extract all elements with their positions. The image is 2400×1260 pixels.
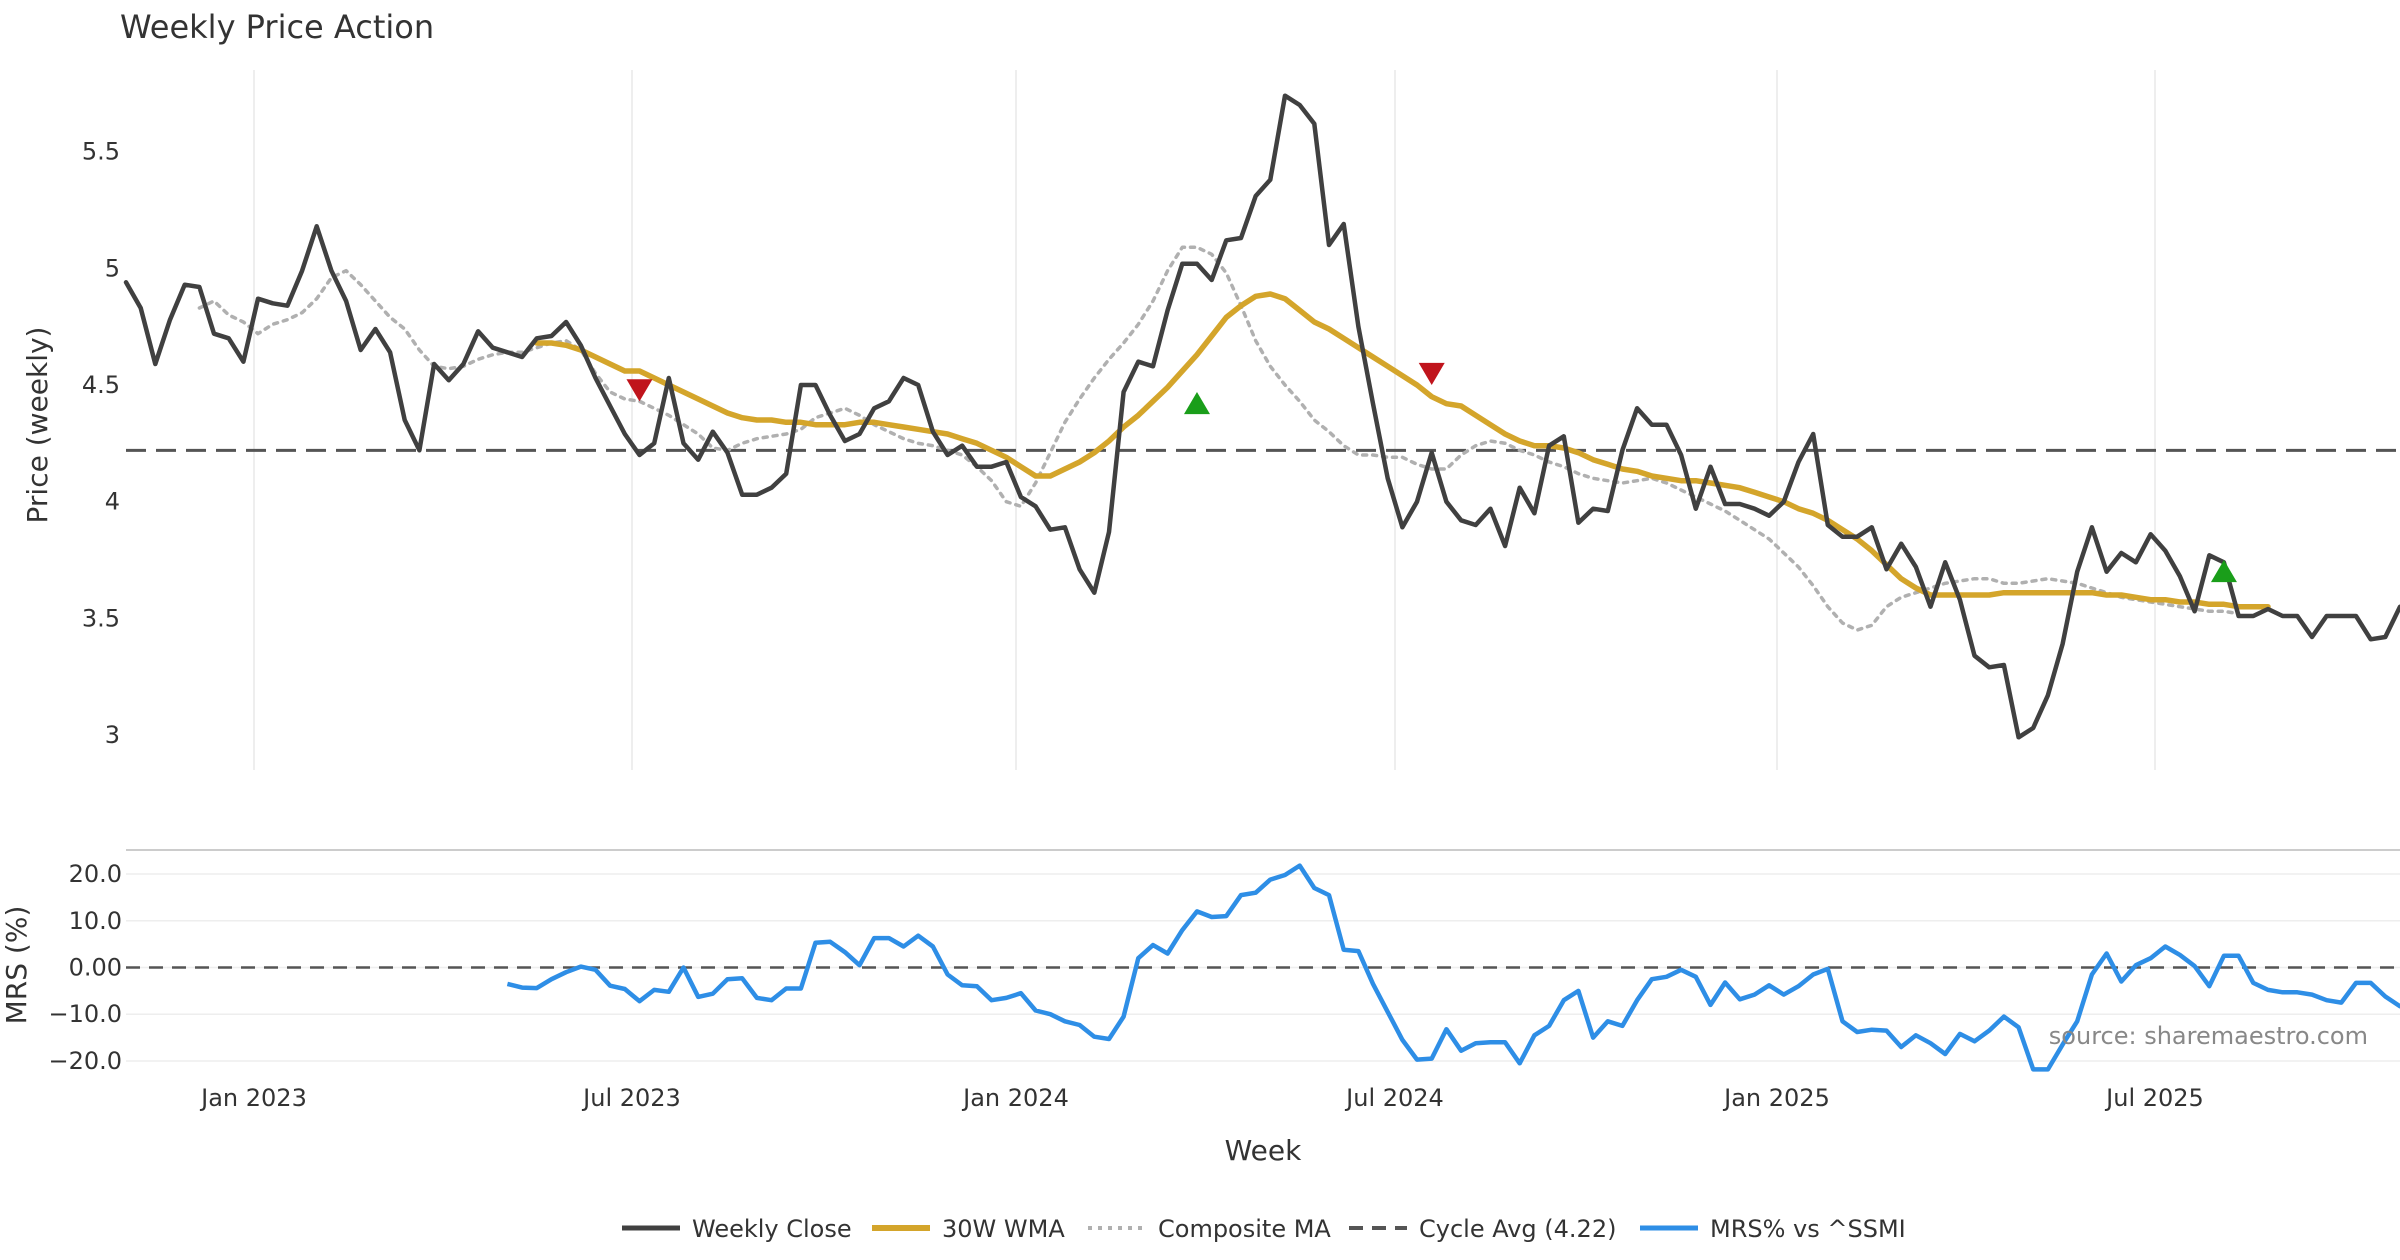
x-tick-label: Jul 2023: [581, 1084, 681, 1112]
price-y-ticks: 3 3.5 4 4.5 5 5.5: [82, 138, 120, 749]
legend-label-weekly-close: Weekly Close: [692, 1215, 852, 1243]
buy-signal-marker: [1183, 391, 1210, 415]
legend-label-cycle-avg-4-22: Cycle Avg (4.22): [1419, 1215, 1616, 1243]
price-y-axis-label: Price (weekly): [21, 327, 54, 524]
legend-label-mrs-vs-ssmi: MRS% vs ^SSMI: [1710, 1215, 1906, 1243]
mrs-y-axis-label: MRS (%): [0, 906, 33, 1025]
30w-wma-line: [534, 291, 2271, 610]
x-axis-label: Week: [1225, 1134, 1302, 1167]
price-y-tick-label: 4: [105, 488, 120, 516]
mrs-y-tick-label: −10.0: [48, 1000, 122, 1028]
mrs-y-tick-label: 10.0: [69, 907, 122, 935]
mrs-y-tick-label: 0.00: [69, 954, 122, 982]
weekly-close-line: [123, 93, 2400, 740]
mrs-y-ticks: 20.0 10.0 0.00 −10.0 −20.0: [48, 860, 122, 1075]
price-gridlines: [253, 70, 2156, 770]
price-y-tick-label: 5.5: [82, 138, 120, 166]
composite-ma-line: [197, 245, 2241, 632]
legend-label-30w-wma: 30W WMA: [942, 1215, 1065, 1243]
legend-label-composite-ma: Composite MA: [1158, 1215, 1331, 1243]
x-tick-label: Jul 2024: [1344, 1084, 1444, 1112]
mrs-line: [506, 863, 2400, 1072]
buy-signal-marker: [2210, 559, 2237, 583]
sell-signal-marker: [1418, 362, 1445, 386]
source-note: source: sharemaestro.com: [2049, 1022, 2368, 1050]
x-ticks: Jan 2023 Jul 2023 Jan 2024 Jul 2024 Jan 2025…: [199, 1084, 2204, 1112]
x-tick-label: Jan 2023: [199, 1084, 307, 1112]
x-tick-label: Jul 2025: [2104, 1084, 2204, 1112]
price-y-tick-label: 4.5: [82, 371, 120, 399]
legend: Weekly Close 30W WMA Composite MA Cycle Avg…: [622, 1215, 1906, 1243]
price-y-tick-label: 5: [105, 254, 120, 282]
price-y-tick-label: 3: [105, 721, 120, 749]
price-series: [123, 93, 2400, 740]
signal-markers: [626, 362, 2237, 583]
mrs-y-tick-label: 20.0: [69, 860, 122, 888]
mrs-y-tick-label: −20.0: [48, 1047, 122, 1075]
x-tick-label: Jan 2024: [961, 1084, 1069, 1112]
sell-signal-marker: [626, 379, 653, 402]
x-tick-label: Jan 2025: [1722, 1084, 1830, 1112]
mrs-series: [506, 863, 2400, 1072]
chart-title: Weekly Price Action: [120, 8, 434, 46]
price-y-tick-label: 3.5: [82, 604, 120, 632]
